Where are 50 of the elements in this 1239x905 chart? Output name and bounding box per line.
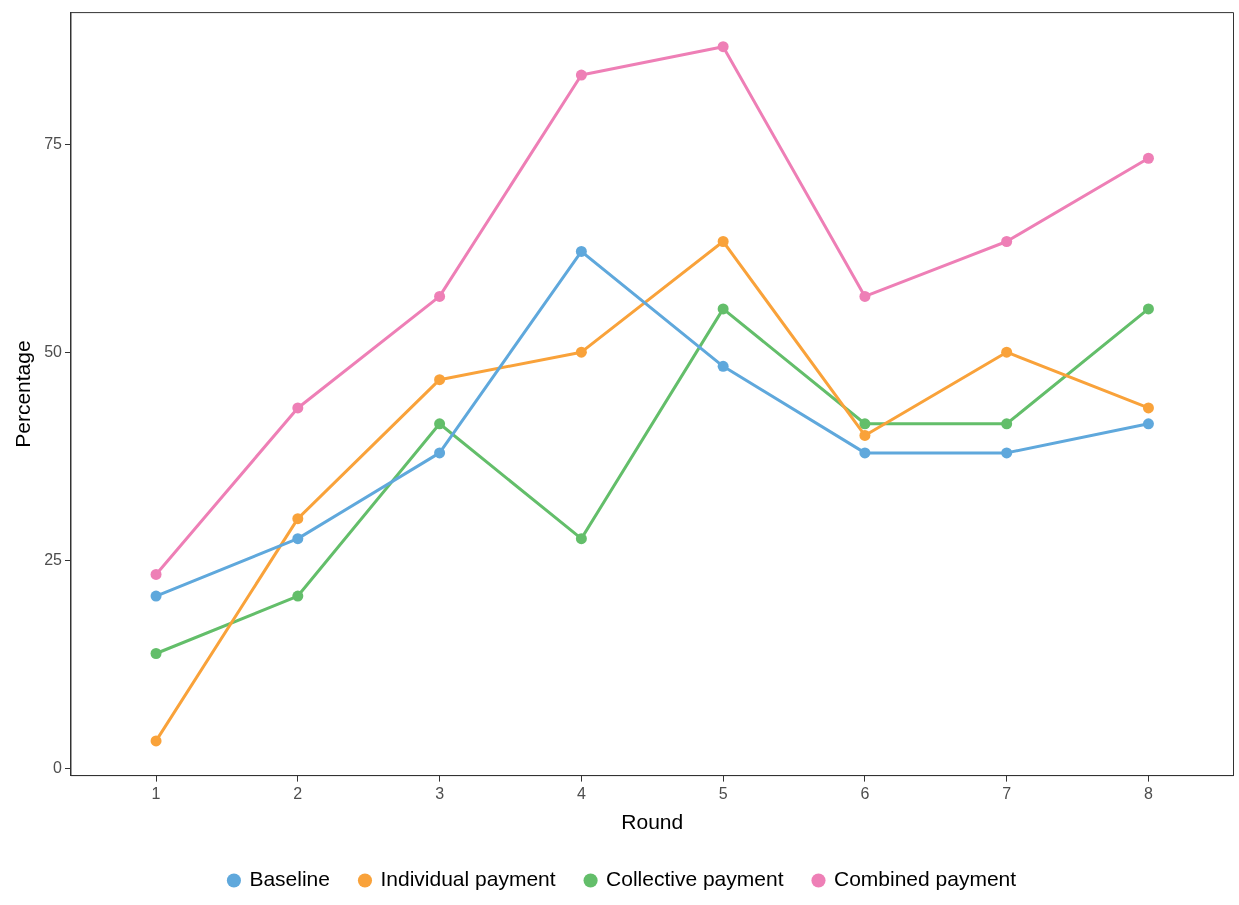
- point: [575, 346, 587, 358]
- x-axis-title: Round: [621, 810, 684, 834]
- point: [717, 303, 729, 315]
- x-tick-label: 8: [1143, 784, 1153, 802]
- y-tick-label: 75: [44, 134, 63, 152]
- point: [292, 402, 304, 414]
- point: [1142, 152, 1154, 164]
- y-axis-title: Percentage: [11, 340, 35, 448]
- x-tick-label: 5: [718, 784, 728, 802]
- point: [1142, 303, 1154, 315]
- point: [434, 447, 446, 459]
- x-tick-label: 6: [860, 784, 870, 802]
- point: [1001, 447, 1013, 459]
- point: [575, 245, 587, 257]
- point: [1001, 418, 1013, 430]
- y-tick-label: 0: [53, 758, 63, 776]
- point: [1001, 346, 1013, 358]
- point: [859, 447, 871, 459]
- x-tick-label: 4: [576, 784, 586, 802]
- point: [292, 533, 304, 545]
- point: [150, 590, 162, 602]
- point: [859, 290, 871, 302]
- point: [434, 290, 446, 302]
- point: [1142, 402, 1154, 414]
- y-tick-label: 25: [44, 550, 63, 568]
- point: [150, 735, 162, 747]
- point: [434, 374, 446, 386]
- point: [575, 69, 587, 81]
- point: [434, 418, 446, 430]
- x-tick-label: 2: [293, 784, 303, 802]
- legend-label: Collective payment: [606, 867, 784, 891]
- point: [575, 533, 587, 545]
- point: [717, 360, 729, 372]
- point: [292, 513, 304, 525]
- x-tick-label: 1: [151, 784, 161, 802]
- x-tick-label: 7: [1002, 784, 1012, 802]
- point: [292, 590, 304, 602]
- y-tick-label: 50: [44, 342, 63, 360]
- point: [859, 429, 871, 441]
- legend-label: Baseline: [249, 867, 330, 891]
- point: [1142, 418, 1154, 430]
- point: [1001, 235, 1013, 247]
- point: [717, 235, 729, 247]
- point: [717, 41, 729, 53]
- point: [150, 568, 162, 580]
- legend-label: Individual payment: [380, 867, 556, 891]
- point: [859, 418, 871, 430]
- legend-label: Combined payment: [833, 867, 1017, 891]
- x-tick-label: 3: [435, 784, 445, 802]
- point: [150, 648, 162, 659]
